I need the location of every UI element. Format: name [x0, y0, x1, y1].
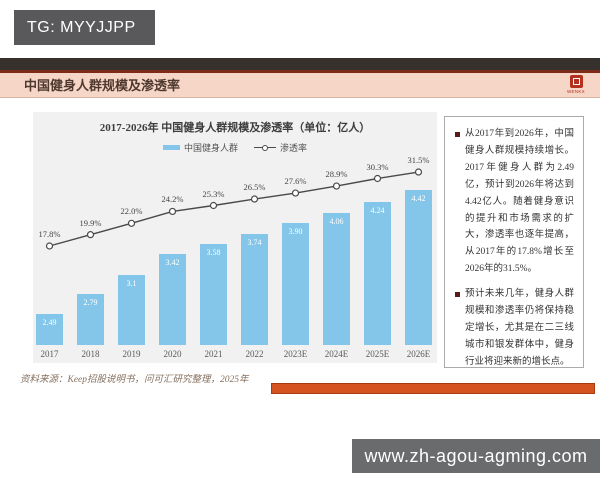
legend-label-line: 渗透率 [280, 143, 308, 153]
brand-logo-icon [569, 75, 583, 88]
bar-2024E [323, 213, 350, 345]
bar-2023E [282, 223, 309, 345]
legend-label-bars: 中国健身人群 [183, 143, 238, 153]
bar-2022 [241, 233, 268, 345]
header-dark-strip [0, 58, 600, 70]
note-bullet: 预计未来几年，健身人群规模和渗透率仍将保持稳定增长，尤其是在二三线城市和银发群体… [454, 286, 574, 367]
notes-list: 从2017年到2026年，中国健身人群规模持续增长。2017年健身人群为2.49… [454, 126, 574, 367]
bar-value-label: 2.49 [42, 317, 57, 327]
line-value-label: 22.0% [120, 206, 143, 217]
line-marker [86, 231, 95, 239]
page-title: 中国健身人群规模及渗透率 [24, 78, 181, 93]
line-marker [332, 182, 341, 190]
bar-value-label: 3.90 [288, 227, 303, 237]
bar-2021 [200, 243, 227, 345]
x-axis-label: 2018 [81, 349, 100, 359]
brand-logo: WENKX [565, 75, 587, 94]
watermark-url: www.zh-agou-agming.com [352, 439, 600, 473]
bar-value-label: 3.42 [165, 258, 180, 268]
chart-legend: 中国健身人群 渗透率 [33, 141, 437, 154]
bar-value-label: 2.79 [83, 298, 98, 308]
chart-title: 2017-2026年 中国健身人群规模及渗透率（单位：亿人） [99, 122, 371, 134]
notes-panel: 从2017年到2026年，中国健身人群规模持续增长。2017年健身人群为2.49… [444, 116, 584, 368]
x-axis-label: 2021 [204, 349, 223, 359]
line-marker [45, 242, 54, 250]
line-marker [168, 207, 177, 216]
line-marker [127, 219, 136, 227]
section-header: 中国健身人群规模及渗透率 WENKX [0, 73, 600, 98]
legend-item-line: 渗透率 [254, 141, 307, 154]
orange-divider-bar [271, 383, 595, 394]
line-marker [209, 201, 218, 210]
line-value-label: 24.2% [161, 194, 184, 205]
x-axis-label: 2023E [283, 349, 308, 359]
bar-value-label: 4.42 [411, 194, 426, 204]
line-marker [414, 168, 423, 176]
chart-plot: 2.49 2017 17.8% 2.79 2018 19.9% 3.1 2019 22.0% 3.… [33, 112, 437, 363]
tg-badge: TG: MYYJJPP [14, 10, 155, 45]
line-value-label: 26.5% [243, 182, 266, 193]
line-value-label: 28.9% [325, 169, 348, 180]
line-value-label: 30.3% [366, 161, 389, 172]
x-axis-label: 2026E [406, 349, 431, 359]
x-axis-label: 2024E [324, 349, 349, 359]
x-axis-label: 2022 [245, 349, 264, 359]
header-red-rule [0, 70, 600, 73]
line-value-label: 27.6% [284, 176, 307, 187]
bar-2017 [36, 313, 63, 345]
bar-2026E [405, 190, 432, 345]
x-axis-label: 2020 [163, 349, 182, 359]
bar-2019 [118, 274, 145, 345]
bar-2025E [364, 201, 391, 345]
brand-logo-text: WENKX [566, 89, 585, 94]
bar-value-label: 3.58 [206, 247, 221, 257]
line-value-label: 31.5% [407, 155, 430, 166]
bar-swatch-icon [162, 145, 180, 150]
line-marker [250, 195, 259, 203]
line-value-label: 25.3% [202, 188, 225, 199]
line-value-label: 19.9% [79, 217, 102, 228]
bar-value-label: 4.06 [329, 217, 344, 227]
source-note: 资料来源：Keep招股说明书，问可汇研究整理，2025年 [20, 375, 249, 385]
x-axis-label: 2017 [40, 349, 59, 359]
bar-value-label: 4.24 [370, 205, 385, 215]
line-marker [373, 174, 382, 183]
bar-2020 [159, 254, 186, 345]
bar-2018 [77, 294, 104, 345]
line-swatch-icon [254, 144, 276, 151]
note-bullet: 从2017年到2026年，中国健身人群规模持续增长。2017年健身人群为2.49… [454, 126, 574, 278]
legend-item-bars: 中国健身人群 [162, 141, 238, 154]
x-axis-label: 2019 [122, 349, 141, 359]
bar-value-label: 3.1 [126, 278, 137, 288]
x-axis-label: 2025E [365, 349, 390, 359]
line-value-label: 17.8% [38, 229, 61, 239]
bar-value-label: 3.74 [247, 237, 262, 247]
chart-panel: 2017-2026年 中国健身人群规模及渗透率（单位：亿人） 中国健身人群 渗透… [33, 112, 437, 363]
line-marker [291, 189, 300, 197]
